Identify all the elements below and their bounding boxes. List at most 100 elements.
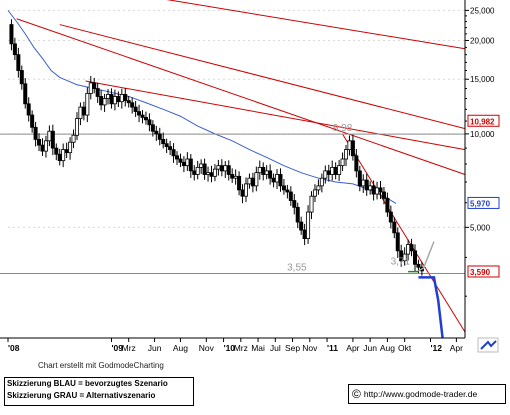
price-bar-body bbox=[261, 166, 266, 175]
x-tick-label: Mrz bbox=[234, 343, 248, 353]
price-bar-body bbox=[150, 124, 155, 132]
price-bar-body bbox=[12, 43, 17, 56]
y-tick-label: 10,000 bbox=[470, 130, 495, 139]
price-bar-body bbox=[402, 253, 407, 262]
price-bar-body bbox=[71, 134, 76, 143]
x-tick-label: Nov bbox=[199, 343, 215, 353]
price-bar-body bbox=[181, 161, 186, 167]
x-tick-label: '08 bbox=[8, 343, 20, 353]
price-bar-body bbox=[392, 221, 397, 234]
price-bar-body bbox=[188, 158, 193, 172]
price-bar-body bbox=[278, 174, 283, 187]
x-tick-label: Sep bbox=[285, 343, 300, 353]
price-bar-body bbox=[30, 114, 35, 128]
price-label: 5,970 bbox=[470, 199, 491, 208]
price-bar-body bbox=[50, 130, 55, 149]
level-annotations: 9,98 3,55 3,71 bbox=[287, 123, 410, 273]
price-bar-body bbox=[85, 93, 90, 116]
x-tick-label: Apr bbox=[450, 343, 463, 353]
price-bar-body bbox=[333, 166, 338, 175]
price-bar-body bbox=[119, 94, 124, 103]
price-label-box bbox=[467, 114, 500, 127]
y-tick-label: 5,000 bbox=[470, 223, 491, 232]
price-bar-body bbox=[92, 82, 97, 89]
chart-credit: Chart erstellt mit GodmodeCharting bbox=[38, 361, 164, 370]
x-tick-label: Mrz bbox=[122, 343, 136, 353]
price-bar-body bbox=[330, 166, 335, 175]
price-label: 3,590 bbox=[470, 268, 491, 277]
trend-line bbox=[342, 133, 466, 333]
x-tick-label: '10 bbox=[224, 343, 236, 353]
price-labels: 10,982 5,970 3,590 bbox=[467, 114, 500, 278]
price-bar-body bbox=[57, 153, 62, 162]
price-bar-body bbox=[126, 100, 131, 104]
trend-line bbox=[85, 80, 466, 151]
price-bar-body bbox=[316, 185, 321, 191]
price-bar-body bbox=[23, 83, 28, 105]
price-bar-body bbox=[99, 96, 104, 106]
price-bar-body bbox=[47, 130, 52, 142]
price-bar-body bbox=[254, 172, 259, 187]
price-bar-body bbox=[40, 144, 45, 152]
price-bar-body bbox=[281, 185, 286, 191]
level-annotation: 3,55 bbox=[287, 262, 307, 273]
stock-chart: 9,98 3,55 3,71 25,000 20,000 15,000 10,000 5,0… bbox=[0, 0, 500, 353]
price-bar-body bbox=[264, 170, 269, 175]
scenario-blau bbox=[418, 276, 444, 339]
price-bar-body bbox=[19, 70, 24, 85]
price-bar-body bbox=[416, 263, 421, 268]
level-annotation: 9,98 bbox=[333, 123, 353, 134]
trend-line bbox=[166, 0, 466, 50]
price-bar-body bbox=[357, 170, 362, 187]
x-tick-label: Apr bbox=[346, 343, 359, 353]
x-tick-label: '12 bbox=[431, 343, 443, 353]
x-tick-label: Mai bbox=[251, 343, 265, 353]
price-bar-body bbox=[9, 24, 14, 45]
price-bar-body bbox=[406, 244, 411, 255]
price-bar-body bbox=[106, 94, 111, 99]
price-bar-body bbox=[140, 114, 145, 118]
price-bar-body bbox=[95, 88, 100, 97]
price-bar-body bbox=[312, 189, 317, 197]
y-tick-label: 15,000 bbox=[470, 75, 495, 84]
price-bar-body bbox=[61, 149, 66, 162]
price-bar-body bbox=[116, 96, 121, 103]
price-bar-body bbox=[361, 179, 366, 187]
price-bar-body bbox=[37, 138, 42, 146]
source-url[interactable]: http://www.godmode-trader.de bbox=[363, 389, 478, 399]
trend-line bbox=[16, 18, 466, 175]
price-bar-body bbox=[409, 244, 414, 252]
price-bar-body bbox=[337, 165, 342, 175]
price-bar-body bbox=[395, 232, 400, 252]
level-annotation: 3,71 bbox=[391, 257, 411, 268]
price-bar-body bbox=[88, 82, 93, 94]
y-tick-label: 25,000 bbox=[470, 6, 495, 15]
source-link[interactable]: © http://www.godmode-trader.de bbox=[348, 384, 506, 404]
price-bar-body bbox=[344, 149, 349, 160]
price-label-box bbox=[467, 196, 500, 209]
price-bar-body bbox=[192, 170, 197, 175]
moving-average bbox=[7, 10, 397, 204]
price-bar-body bbox=[371, 185, 376, 195]
price-bar-body bbox=[347, 140, 352, 151]
price-bar-body bbox=[354, 155, 359, 172]
x-tick-label: '11 bbox=[327, 343, 338, 353]
price-bar-body bbox=[368, 185, 373, 191]
price-bar-body bbox=[243, 183, 248, 197]
price-bar-body bbox=[164, 143, 169, 148]
price-bar-body bbox=[54, 147, 59, 155]
price-bar-body bbox=[64, 149, 69, 154]
price-bar-body bbox=[319, 177, 324, 187]
price-bar-body bbox=[306, 211, 311, 239]
trend-line bbox=[59, 24, 466, 130]
price-bar-body bbox=[233, 175, 238, 179]
price-bar-body bbox=[202, 163, 207, 175]
x-tick-label: Okt bbox=[398, 343, 412, 353]
scroll-arrow-icon[interactable] bbox=[477, 337, 499, 353]
x-tick-label: Jun bbox=[148, 343, 162, 353]
price-bar-body bbox=[137, 111, 142, 116]
price-bar-body bbox=[199, 163, 204, 168]
copyright-icon: © bbox=[352, 387, 361, 401]
price-bar-body bbox=[350, 140, 355, 157]
price-bar-body bbox=[195, 166, 200, 175]
